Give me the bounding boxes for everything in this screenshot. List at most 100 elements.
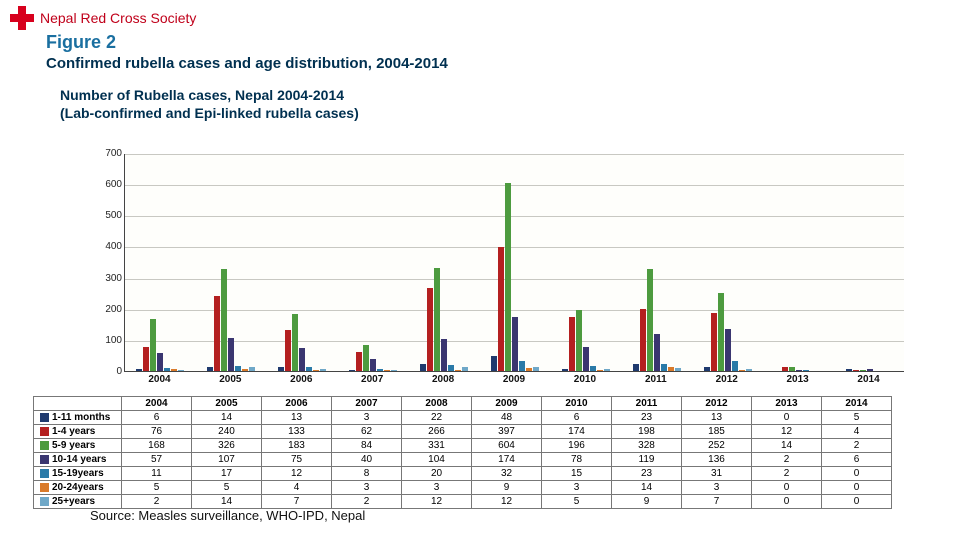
bar [604, 369, 610, 371]
bar [640, 309, 646, 371]
bar [746, 369, 752, 371]
table-header: 2007 [332, 397, 402, 411]
legend-swatch [40, 455, 49, 464]
table-cell: 20 [402, 467, 472, 481]
bar [349, 370, 355, 371]
y-tick-label: 700 [94, 148, 122, 159]
table-cell: 240 [192, 425, 262, 439]
chart-container: 0100200300400500600700200420052006200720… [92, 154, 912, 394]
bar [675, 368, 681, 371]
x-tick-label: 2005 [195, 374, 265, 385]
bar [441, 339, 447, 371]
table-cell: 104 [402, 453, 472, 467]
bar [221, 269, 227, 371]
y-tick-label: 200 [94, 304, 122, 315]
bar [789, 367, 795, 371]
table-cell: 9 [472, 481, 542, 495]
bar-group [846, 369, 894, 371]
bar [491, 356, 497, 371]
table-cell: 107 [192, 453, 262, 467]
bar [278, 367, 284, 371]
table-header: 2013 [752, 397, 822, 411]
table-row-label: 25+years [34, 495, 122, 509]
table-cell: 266 [402, 425, 472, 439]
table-cell: 5 [192, 481, 262, 495]
bar [292, 314, 298, 371]
bar [704, 367, 710, 371]
legend-swatch [40, 469, 49, 478]
bar [633, 364, 639, 371]
y-tick-label: 100 [94, 335, 122, 346]
legend-swatch [40, 483, 49, 492]
bar [391, 370, 397, 371]
table-cell: 0 [822, 495, 892, 509]
bar [846, 369, 852, 371]
table-cell: 23 [612, 467, 682, 481]
bar [164, 368, 170, 371]
bar [455, 370, 461, 371]
bar [242, 369, 248, 371]
table-cell: 3 [402, 481, 472, 495]
bar [597, 370, 603, 371]
bar [171, 369, 177, 371]
y-tick-label: 500 [94, 210, 122, 221]
table-cell: 133 [262, 425, 332, 439]
table-cell: 12 [402, 495, 472, 509]
table-cell: 40 [332, 453, 402, 467]
x-tick-label: 2012 [692, 374, 762, 385]
red-cross-icon [10, 6, 34, 30]
bar [867, 369, 873, 371]
bar-group [420, 268, 468, 371]
bar [214, 296, 220, 371]
table-header: 2014 [822, 397, 892, 411]
legend-swatch [40, 441, 49, 450]
table-cell: 12 [752, 425, 822, 439]
table-cell: 15 [542, 467, 612, 481]
table-cell: 14 [612, 481, 682, 495]
bar [711, 313, 717, 371]
bar [590, 366, 596, 371]
chart-title: Number of Rubella cases, Nepal 2004-2014… [60, 86, 950, 122]
table-cell: 4 [822, 425, 892, 439]
bar-group [136, 319, 184, 371]
bar [725, 329, 731, 371]
legend-swatch [40, 413, 49, 422]
x-tick-label: 2007 [337, 374, 407, 385]
figure-label: Figure 2 [46, 32, 950, 53]
bar [157, 353, 163, 371]
table-cell: 4 [262, 481, 332, 495]
bar [363, 345, 369, 371]
table-cell: 75 [262, 453, 332, 467]
bar [136, 369, 142, 371]
x-tick-label: 2014 [834, 374, 904, 385]
table-cell: 22 [402, 411, 472, 425]
source-text: Source: Measles surveillance, WHO-IPD, N… [90, 508, 365, 523]
table-cell: 183 [262, 439, 332, 453]
bar [519, 361, 525, 371]
figure-title: Confirmed rubella cases and age distribu… [46, 55, 950, 72]
bar [143, 347, 149, 371]
table-cell: 604 [472, 439, 542, 453]
bar [569, 317, 575, 371]
table-cell: 196 [542, 439, 612, 453]
bar [448, 365, 454, 371]
bar [434, 268, 440, 371]
table-cell: 62 [332, 425, 402, 439]
table-cell: 6 [822, 453, 892, 467]
table-cell: 11 [122, 467, 192, 481]
legend-swatch [40, 497, 49, 506]
table-header: 2004 [122, 397, 192, 411]
table-cell: 3 [682, 481, 752, 495]
bar [853, 370, 859, 371]
x-tick-label: 2010 [550, 374, 620, 385]
table-header: 2012 [682, 397, 752, 411]
table-cell: 57 [122, 453, 192, 467]
table-cell: 119 [612, 453, 682, 467]
table-cell: 13 [262, 411, 332, 425]
bar-group [491, 183, 539, 371]
table-cell: 185 [682, 425, 752, 439]
table-cell: 3 [332, 411, 402, 425]
table-cell: 326 [192, 439, 262, 453]
table-cell: 13 [682, 411, 752, 425]
bar-group [775, 367, 823, 371]
